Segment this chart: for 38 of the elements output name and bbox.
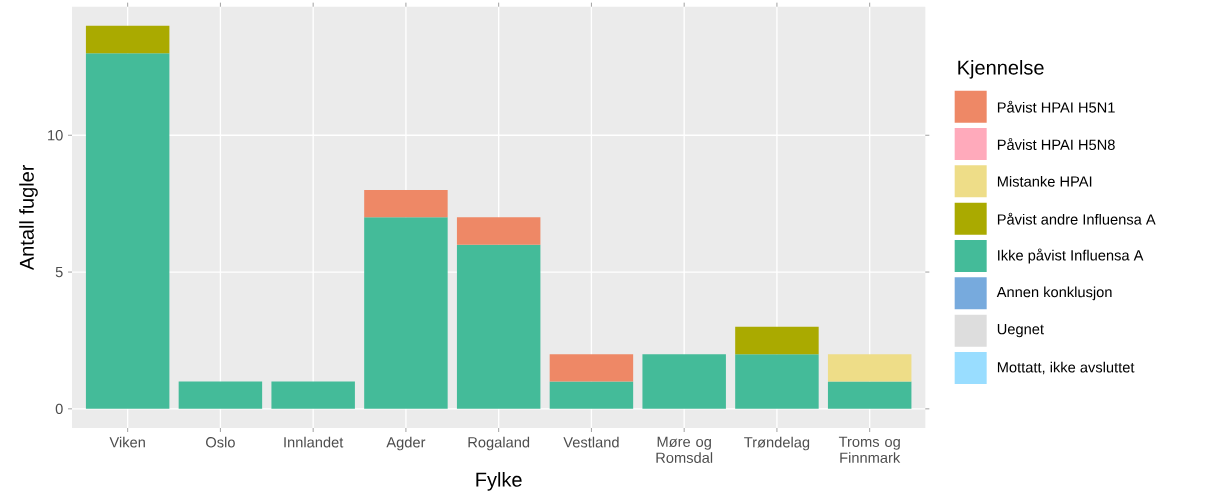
y-axis-title: Antall fugler [19,164,38,271]
bar [827,354,912,382]
bar [549,381,634,409]
bar [364,189,448,218]
bar [827,381,912,409]
x-tick-label: Innlandet [284,436,344,448]
legend-title: Kjennelse [958,60,1044,79]
x-tick-label: Møre og Romsdal [656,436,713,463]
y-tick-label: 0 [55,403,63,415]
x-tick-label: Rogaland [468,436,530,451]
x-tick-label: Troms og Finnmark [838,436,901,463]
legend-label: Annen konklusjon [996,286,1112,301]
legend-label: Påvist andre Influensa A [997,212,1156,225]
bar [735,326,819,355]
bar [456,244,541,409]
bar [642,354,726,409]
x-axis-title: Fylke [476,472,522,491]
legend-label: Påvist HPAI H5N1 [997,100,1115,113]
y-tick-label: 10 [48,130,63,141]
bar [271,381,355,409]
bar [178,381,263,409]
bar [364,217,448,409]
legend-label: Mottatt, ikke avsluttet [997,361,1135,375]
legend-label: Påvist HPAI H5N8 [997,138,1115,150]
bar [85,53,170,409]
legend-label: Mistanke HPAI [997,175,1092,187]
legend-label: Ikke påvist Influensa A [998,248,1144,264]
bar [735,354,819,409]
x-tick-label: Viken [109,436,145,448]
x-tick-label: Vestland [563,436,619,448]
bar [549,354,634,382]
legend-label: Uegnet [997,324,1044,338]
x-tick-label: Trøndelag [744,436,810,451]
x-tick-label: Agder [386,436,426,451]
bar [456,217,541,245]
x-tick-label: Oslo [206,436,235,448]
bar [85,25,170,54]
y-tick-label: 5 [55,266,63,278]
